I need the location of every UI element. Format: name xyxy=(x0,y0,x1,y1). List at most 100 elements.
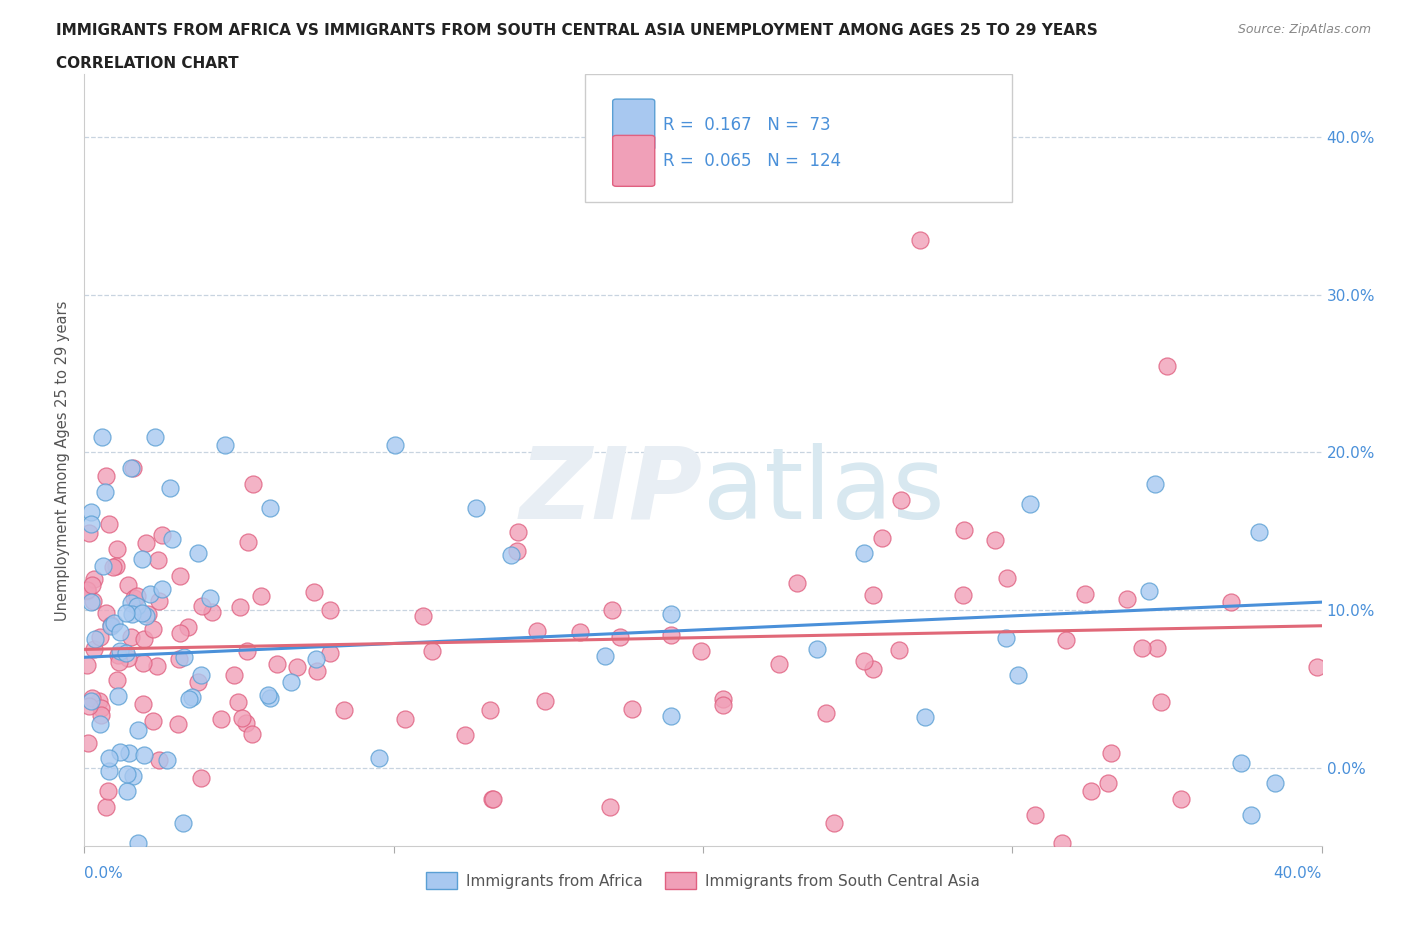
Point xyxy=(91,559,114,574)
Point xyxy=(121,606,143,621)
Point xyxy=(242,476,264,491)
Point xyxy=(80,691,103,706)
Point xyxy=(89,630,111,644)
Point xyxy=(862,661,884,676)
Point xyxy=(150,581,173,596)
Point xyxy=(285,660,308,675)
Point xyxy=(250,588,273,603)
Point xyxy=(394,712,416,727)
Point xyxy=(89,717,111,732)
Point xyxy=(226,695,249,710)
Point xyxy=(1099,746,1122,761)
Point xyxy=(890,492,912,507)
Point xyxy=(209,711,232,726)
Point xyxy=(454,727,477,742)
Point xyxy=(114,606,136,621)
Point xyxy=(177,619,200,634)
Point xyxy=(94,860,117,875)
Point xyxy=(236,644,259,658)
Point xyxy=(139,587,162,602)
Point xyxy=(105,541,128,556)
Point xyxy=(83,571,105,586)
Point xyxy=(412,608,434,623)
Point xyxy=(1143,476,1166,491)
Point xyxy=(302,584,325,599)
Text: IMMIGRANTS FROM AFRICA VS IMMIGRANTS FROM SOUTH CENTRAL ASIA UNEMPLOYMENT AMONG : IMMIGRANTS FROM AFRICA VS IMMIGRANTS FRO… xyxy=(56,23,1098,38)
Text: 0.0%: 0.0% xyxy=(84,866,124,881)
Point xyxy=(142,713,165,728)
Point xyxy=(222,668,245,683)
Point xyxy=(368,751,391,765)
Point xyxy=(984,533,1007,548)
Point xyxy=(142,622,165,637)
Y-axis label: Unemployment Among Ages 25 to 29 years: Unemployment Among Ages 25 to 29 years xyxy=(55,300,70,620)
Point xyxy=(143,430,166,445)
Point xyxy=(1150,695,1173,710)
Point xyxy=(600,603,623,618)
Point xyxy=(1073,587,1095,602)
FancyBboxPatch shape xyxy=(613,100,655,150)
Point xyxy=(83,642,105,657)
Point xyxy=(1146,641,1168,656)
Text: ZIP: ZIP xyxy=(520,443,703,539)
Point xyxy=(1170,791,1192,806)
Point xyxy=(259,500,281,515)
Point xyxy=(823,816,845,830)
Point xyxy=(568,625,591,640)
Point xyxy=(76,658,98,673)
Point xyxy=(122,460,145,475)
Point xyxy=(599,800,621,815)
Point xyxy=(1054,632,1077,647)
Point xyxy=(156,752,179,767)
Point xyxy=(1306,659,1329,674)
Point xyxy=(862,588,884,603)
Point xyxy=(609,630,631,644)
Point xyxy=(167,717,190,732)
Text: CORRELATION CHART: CORRELATION CHART xyxy=(56,56,239,71)
Point xyxy=(167,651,190,666)
Point xyxy=(506,525,529,539)
Point xyxy=(259,690,281,705)
Point xyxy=(659,628,682,643)
Point xyxy=(96,800,118,815)
Point xyxy=(853,654,876,669)
Point xyxy=(953,523,976,538)
Point xyxy=(229,600,252,615)
Point xyxy=(786,576,808,591)
FancyBboxPatch shape xyxy=(613,136,655,186)
Point xyxy=(108,625,131,640)
Point xyxy=(1007,668,1029,683)
Point xyxy=(187,546,209,561)
Point xyxy=(236,535,259,550)
Point xyxy=(995,631,1018,645)
Point xyxy=(77,736,100,751)
Point xyxy=(190,771,212,786)
Point xyxy=(87,694,110,709)
Point xyxy=(80,578,103,592)
Point xyxy=(1137,583,1160,598)
Point xyxy=(159,481,181,496)
Text: 40.0%: 40.0% xyxy=(1274,866,1322,881)
Point xyxy=(169,625,191,640)
Point xyxy=(214,437,236,452)
Point xyxy=(120,630,142,644)
Point xyxy=(191,599,214,614)
Point xyxy=(76,582,98,597)
Point xyxy=(79,694,101,709)
Point xyxy=(122,591,145,605)
Text: R =  0.065   N =  124: R = 0.065 N = 124 xyxy=(664,152,842,170)
Point xyxy=(90,707,112,722)
Point xyxy=(115,784,138,799)
Point xyxy=(384,437,406,452)
Point xyxy=(107,648,129,663)
Point xyxy=(481,791,503,806)
Text: R =  0.167   N =  73: R = 0.167 N = 73 xyxy=(664,115,831,134)
Point xyxy=(280,674,302,689)
Point xyxy=(98,517,121,532)
Point xyxy=(319,645,342,660)
Point xyxy=(103,616,125,631)
Point xyxy=(110,744,132,759)
Point xyxy=(134,748,156,763)
Point xyxy=(952,588,974,603)
Point xyxy=(117,650,139,665)
